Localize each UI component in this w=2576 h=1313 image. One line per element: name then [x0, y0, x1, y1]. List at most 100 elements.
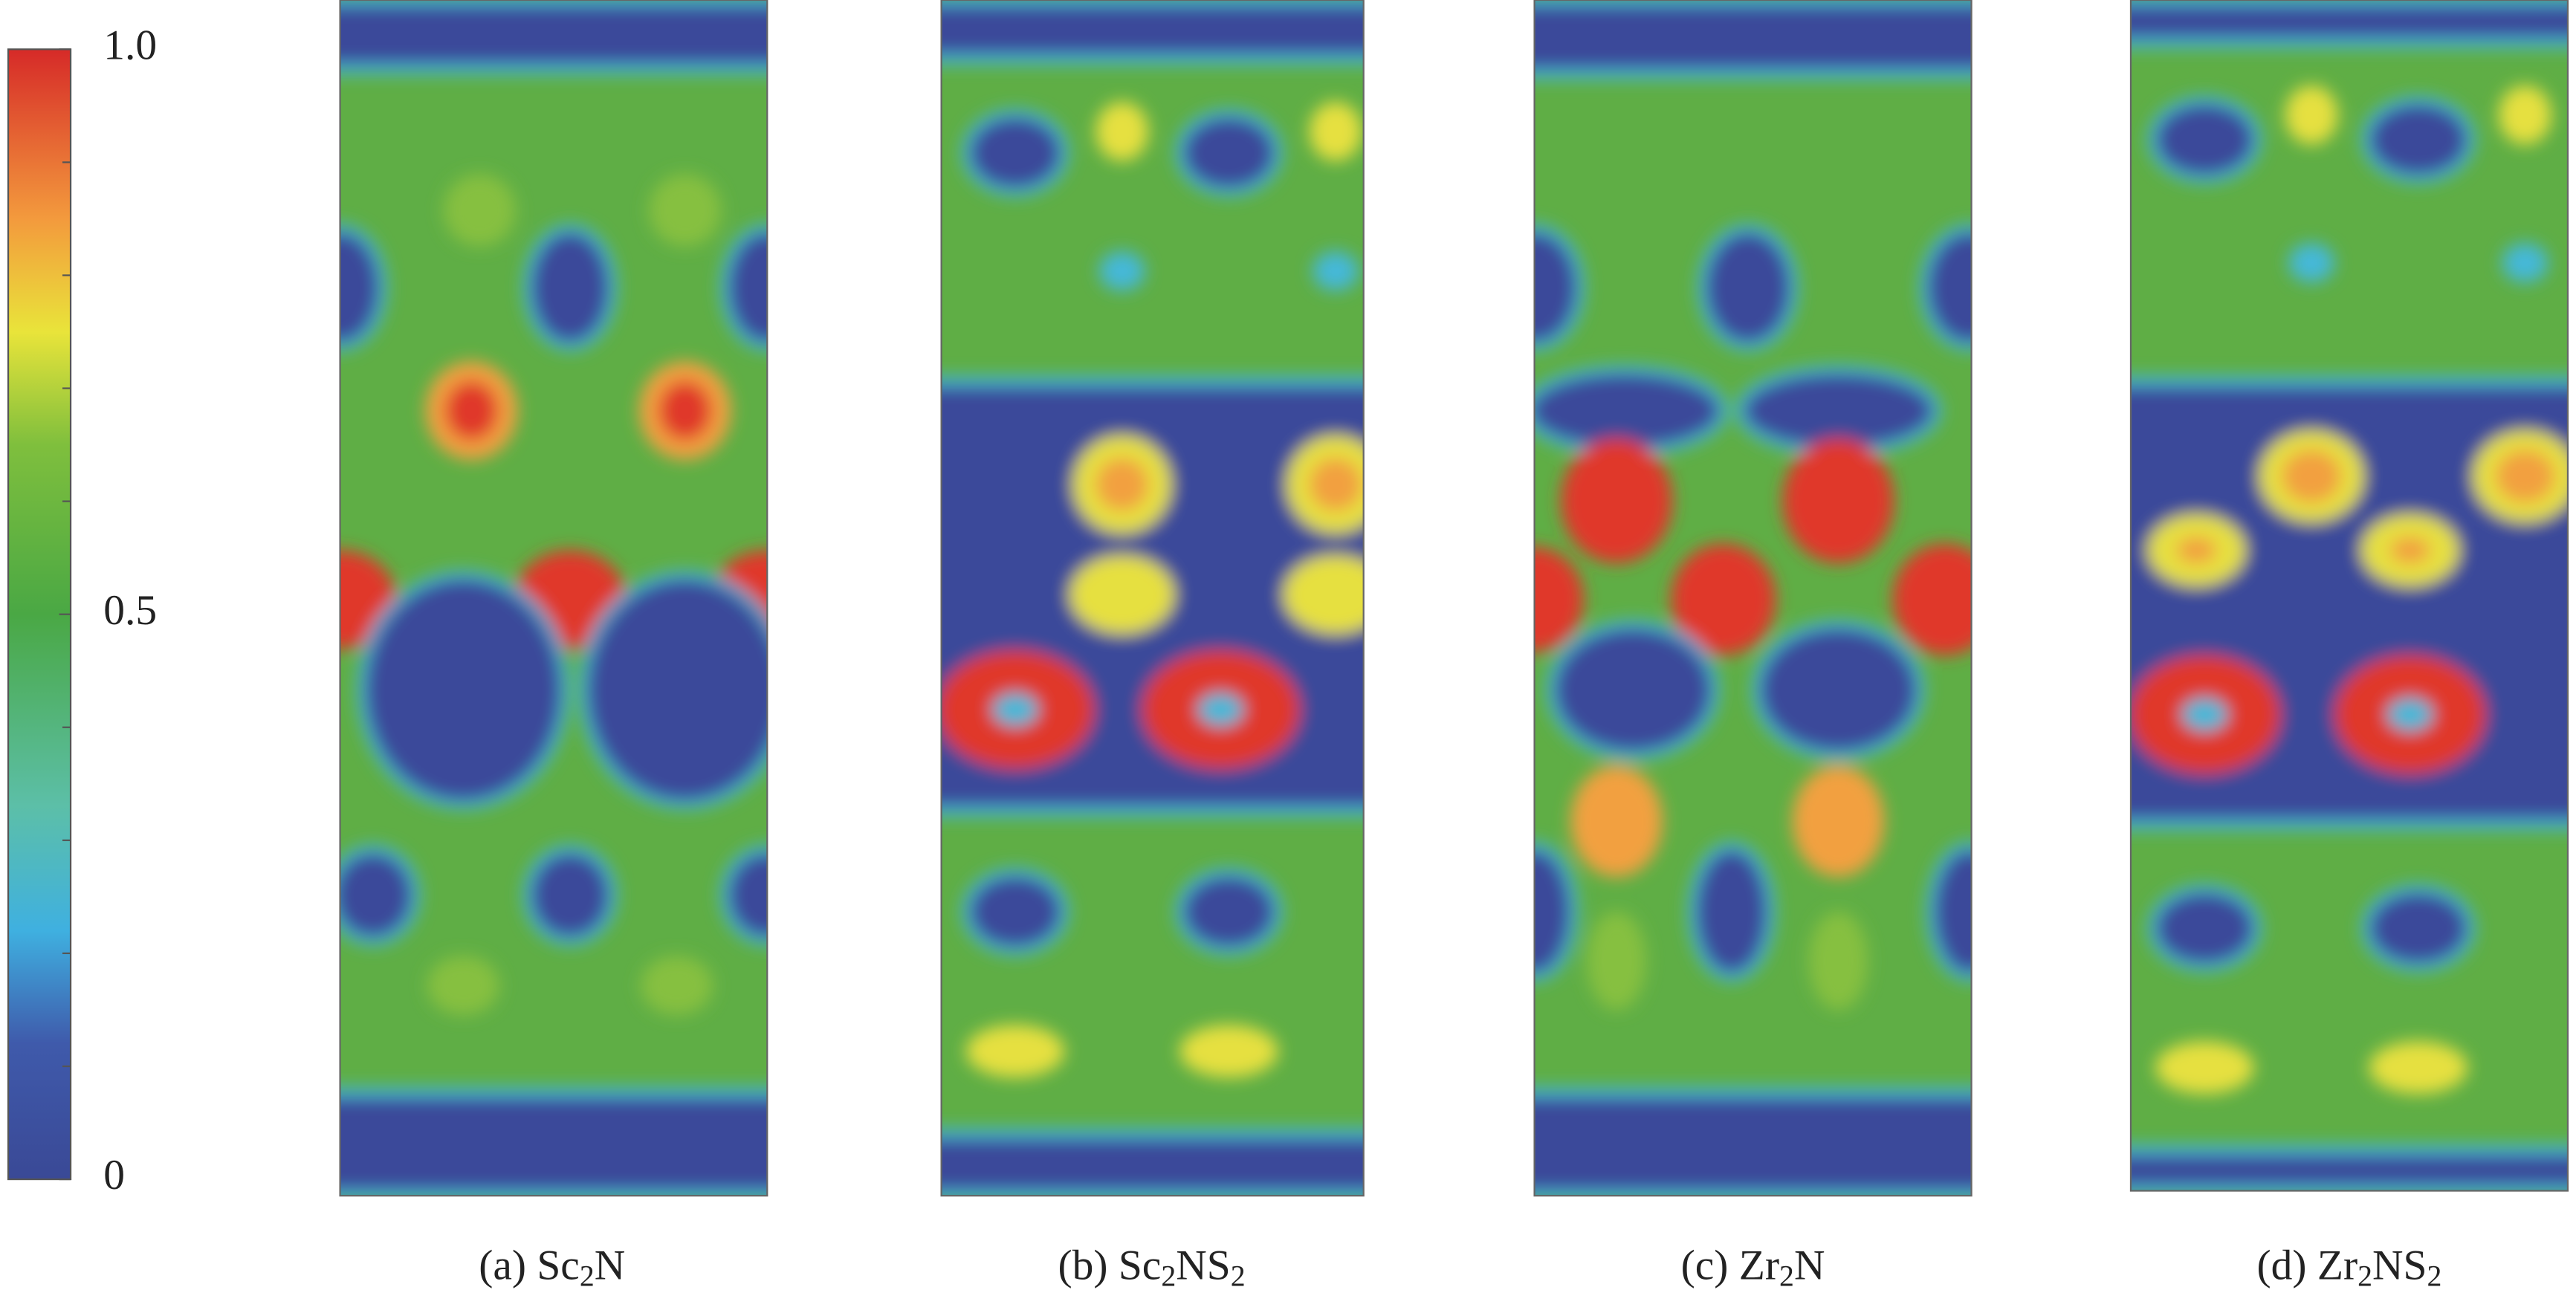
blob — [641, 956, 713, 1016]
caption-part: (a) Sc — [479, 1242, 580, 1289]
blob — [445, 380, 498, 441]
caption-part: N — [1794, 1242, 1825, 1289]
elf-panel — [1534, 0, 1972, 1196]
blob — [340, 224, 387, 351]
blob — [427, 956, 499, 1016]
blob — [1197, 693, 1244, 727]
blob — [2386, 698, 2433, 731]
blob — [2282, 450, 2341, 503]
blob — [2361, 884, 2476, 972]
blob — [1560, 438, 1673, 564]
blob — [1547, 620, 1720, 760]
blob — [1688, 841, 1776, 982]
blob — [1792, 765, 1885, 878]
panel-frame — [2129, 0, 2569, 1192]
blob — [1919, 224, 1972, 351]
tick-label: 0.5 — [103, 587, 157, 634]
blob — [2285, 85, 2338, 145]
blob — [2502, 243, 2549, 283]
blob — [1309, 458, 1362, 511]
band — [340, 0, 768, 74]
caption-part: 2 — [1779, 1260, 1794, 1293]
band — [340, 1087, 768, 1196]
blob — [1808, 911, 1868, 1011]
blob — [1782, 438, 1894, 564]
panel-frame — [1533, 0, 1973, 1197]
band — [1534, 0, 1972, 80]
blob — [1534, 841, 1579, 982]
blob — [1926, 841, 1972, 982]
caption-part: NS — [1176, 1242, 1230, 1289]
band — [941, 0, 1364, 65]
blob — [1179, 1025, 1278, 1078]
blob — [1892, 543, 1972, 655]
blob — [2390, 536, 2430, 564]
blob — [1587, 911, 1646, 1011]
blob — [2176, 536, 2216, 564]
blob — [1096, 458, 1149, 511]
caption-part: (d) Zr — [2257, 1242, 2358, 1289]
caption-part: (b) Sc — [1058, 1242, 1161, 1289]
blob — [523, 845, 618, 946]
panel-caption: (c) Zr2N — [1681, 1242, 1825, 1293]
blob — [962, 868, 1069, 956]
blob — [1096, 102, 1149, 161]
blob — [1534, 224, 1585, 351]
panel-frame — [339, 0, 768, 1197]
caption-part: 2 — [1161, 1260, 1176, 1293]
blob — [1313, 251, 1359, 291]
blob — [649, 174, 722, 247]
caption-part: 2 — [2427, 1260, 2442, 1293]
caption-part: 2 — [1231, 1260, 1246, 1293]
blob — [579, 571, 768, 809]
blob — [992, 693, 1039, 727]
panel-frame — [940, 0, 1365, 1197]
blob — [658, 380, 712, 441]
band — [1534, 1087, 1972, 1196]
blob — [523, 224, 618, 351]
band — [2130, 1144, 2568, 1191]
blob — [1698, 224, 1799, 351]
blob — [720, 224, 768, 351]
caption-part: 2 — [580, 1260, 595, 1293]
elf-panel — [340, 0, 768, 1196]
blob — [357, 571, 569, 809]
panel-features — [340, 0, 768, 1196]
panel-caption: (b) Sc2NS2 — [1058, 1242, 1245, 1293]
blob — [1175, 868, 1283, 956]
blob — [2148, 884, 2262, 972]
band — [2130, 0, 2568, 48]
blob — [2288, 243, 2335, 283]
blob — [962, 108, 1069, 197]
caption-part: NS — [2372, 1242, 2427, 1289]
panel-features — [1534, 0, 1972, 1196]
elf-panel — [941, 0, 1364, 1196]
band — [941, 1128, 1364, 1196]
blob — [1309, 102, 1362, 161]
panel-features — [2130, 0, 2568, 1191]
blob — [1069, 555, 1175, 635]
blob — [443, 174, 517, 247]
blob — [1570, 765, 1663, 878]
tick-label: 1.0 — [103, 22, 157, 69]
blob — [2148, 96, 2262, 184]
blob — [1534, 547, 1584, 652]
blob — [965, 1025, 1065, 1078]
caption-part: N — [595, 1242, 626, 1289]
blob — [2361, 96, 2476, 184]
panels — [339, 0, 2569, 1197]
blob — [340, 845, 420, 946]
blob — [2369, 1041, 2468, 1095]
blob — [1752, 620, 1925, 760]
blob — [1098, 251, 1145, 291]
blob — [1283, 555, 1364, 635]
blob — [2499, 85, 2551, 145]
blob — [1671, 543, 1776, 655]
blob — [1175, 108, 1283, 197]
blob — [2495, 450, 2555, 503]
blob — [720, 845, 768, 946]
elf-panel — [2130, 0, 2568, 1191]
panel-caption: (d) Zr2NS2 — [2257, 1242, 2442, 1293]
